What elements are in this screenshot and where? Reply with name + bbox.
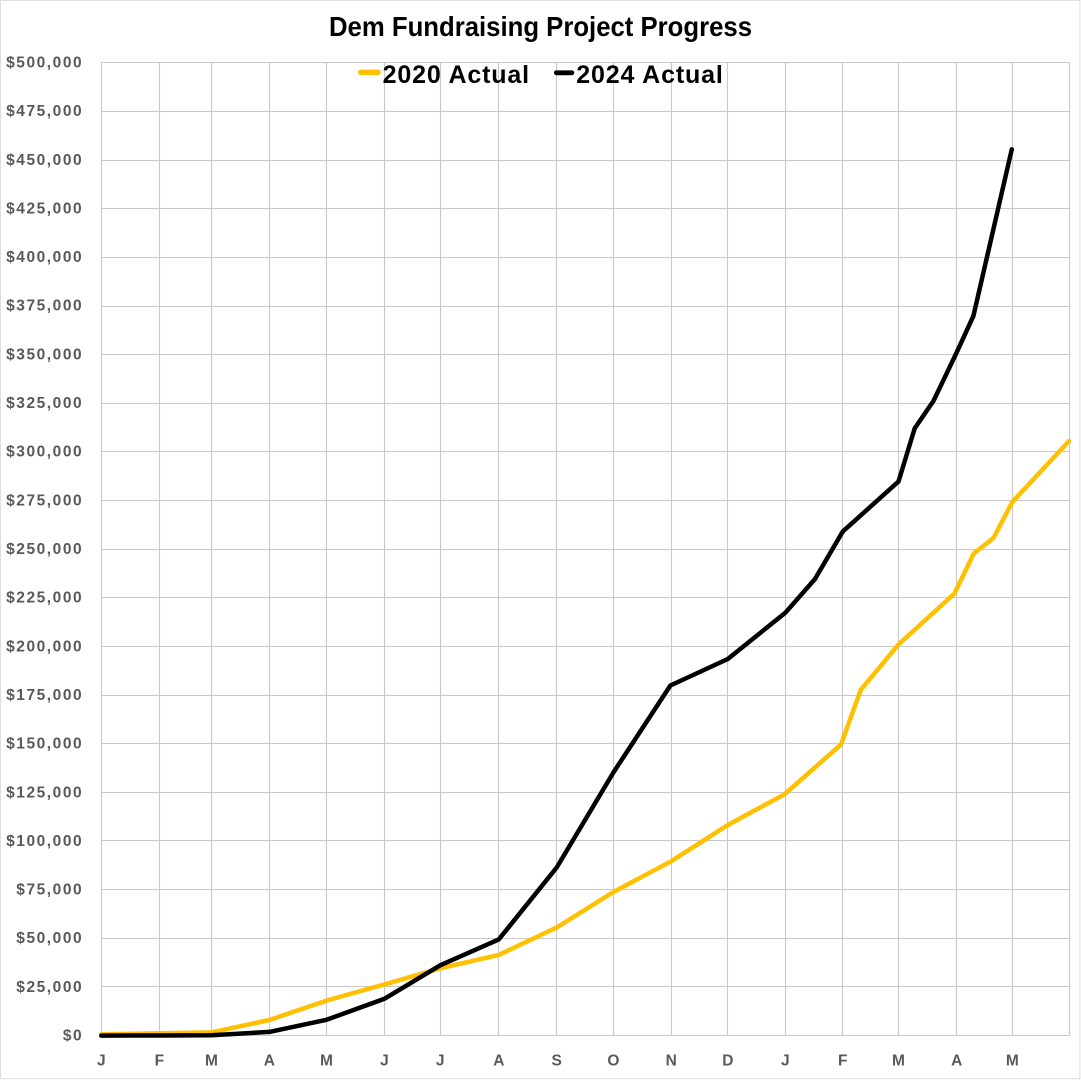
svg-text:2024 Actual: 2024 Actual (576, 61, 723, 89)
svg-text:A: A (493, 1052, 504, 1069)
svg-text:J: J (436, 1052, 445, 1069)
svg-text:$425,000: $425,000 (6, 200, 83, 217)
svg-text:$75,000: $75,000 (16, 882, 83, 899)
svg-text:$25,000: $25,000 (16, 979, 83, 996)
svg-text:$375,000: $375,000 (6, 298, 83, 315)
svg-text:$475,000: $475,000 (6, 103, 83, 120)
svg-text:2020 Actual: 2020 Actual (383, 61, 530, 89)
svg-text:A: A (264, 1052, 275, 1069)
svg-text:J: J (781, 1052, 790, 1069)
svg-text:$250,000: $250,000 (6, 541, 83, 558)
svg-text:$50,000: $50,000 (16, 930, 83, 947)
svg-text:$350,000: $350,000 (6, 346, 83, 363)
svg-text:$200,000: $200,000 (6, 638, 83, 655)
svg-text:M: M (1006, 1052, 1019, 1069)
svg-text:$225,000: $225,000 (6, 590, 83, 607)
svg-text:$0: $0 (63, 1028, 83, 1045)
svg-text:$300,000: $300,000 (6, 444, 83, 461)
svg-text:F: F (155, 1052, 164, 1069)
svg-text:$500,000: $500,000 (6, 55, 83, 72)
svg-text:F: F (838, 1052, 847, 1069)
svg-text:$175,000: $175,000 (6, 687, 83, 704)
svg-text:$400,000: $400,000 (6, 249, 83, 266)
svg-text:M: M (320, 1052, 333, 1069)
svg-text:$150,000: $150,000 (6, 736, 83, 753)
svg-text:J: J (380, 1052, 389, 1069)
svg-text:D: D (722, 1052, 733, 1069)
svg-text:Dem Fundraising Project Progre: Dem Fundraising Project Progress (329, 11, 752, 42)
svg-text:$100,000: $100,000 (6, 833, 83, 850)
svg-text:N: N (666, 1052, 677, 1069)
svg-text:S: S (552, 1052, 562, 1069)
svg-text:A: A (951, 1052, 962, 1069)
svg-text:M: M (205, 1052, 218, 1069)
svg-text:O: O (607, 1052, 619, 1069)
svg-text:$450,000: $450,000 (6, 152, 83, 169)
svg-text:$325,000: $325,000 (6, 395, 83, 412)
svg-text:$125,000: $125,000 (6, 784, 83, 801)
svg-text:M: M (892, 1052, 905, 1069)
svg-text:J: J (97, 1052, 106, 1069)
svg-text:$275,000: $275,000 (6, 492, 83, 509)
